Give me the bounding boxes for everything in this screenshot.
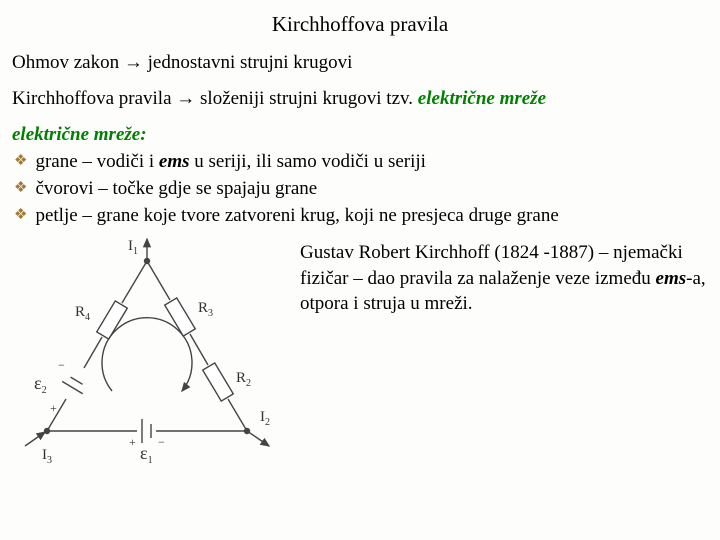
list-item: ❖ grane – vodiči i ems u seriji, ili sam…: [12, 149, 708, 175]
svg-text:ε2: ε2: [34, 373, 47, 396]
svg-text:R4: R4: [75, 304, 90, 323]
section-header: električne mreže:: [12, 122, 708, 148]
svg-text:I3: I3: [42, 447, 52, 466]
text: čvorovi – točke gdje se spajaju grane: [35, 176, 317, 202]
bullet-icon: ❖: [14, 149, 27, 173]
svg-text:I2: I2: [260, 409, 270, 428]
line-ohm: Ohmov zakon → jednostavni strujni krugov…: [12, 50, 708, 76]
lower-row: I1 I2 I3 R4 R3 R2 ε2 ε1 − + + − Gustav R…: [12, 236, 708, 466]
ems-term: ems: [159, 151, 190, 172]
page-title: Kirchhoffova pravila: [12, 10, 708, 38]
ems-term: ems: [656, 268, 687, 289]
svg-text:−: −: [158, 435, 165, 449]
list-item: ❖ petlje – grane koje tvore zatvoreni kr…: [12, 203, 708, 229]
bio-text: Gustav Robert Kirchhoff (1824 -1887) – n…: [300, 236, 708, 466]
line-kirchhoff: Kirchhoffova pravila → složeniji strujni…: [12, 86, 708, 112]
text: složeniji strujni krugovi tzv.: [195, 88, 418, 109]
circuit-diagram: I1 I2 I3 R4 R3 R2 ε2 ε1 − + + −: [12, 236, 282, 466]
section-title: električne mreže:: [12, 124, 147, 145]
emphasis: električne mreže: [418, 88, 546, 109]
svg-text:I1: I1: [128, 238, 138, 257]
list-item: ❖ čvorovi – točke gdje se spajaju grane: [12, 176, 708, 202]
bullet-list: ❖ grane – vodiči i ems u seriji, ili sam…: [12, 149, 708, 228]
text: grane – vodiči i: [35, 151, 158, 172]
svg-text:−: −: [58, 358, 65, 372]
arrow-icon: →: [176, 88, 195, 109]
arrow-icon: →: [124, 52, 143, 73]
text: Ohmov zakon: [12, 52, 124, 73]
bullet-icon: ❖: [14, 203, 27, 227]
svg-text:+: +: [129, 435, 136, 449]
svg-text:+: +: [50, 401, 57, 415]
text: u seriji, ili samo vodiči u seriji: [190, 151, 426, 172]
text: Gustav Robert Kirchhoff (1824 -1887) – n…: [300, 242, 683, 289]
text: jednostavni strujni krugovi: [143, 52, 353, 73]
text: petlje – grane koje tvore zatvoreni krug…: [35, 203, 558, 229]
svg-text:ε1: ε1: [140, 443, 153, 466]
text: Kirchhoffova pravila: [12, 88, 176, 109]
svg-text:R3: R3: [198, 300, 213, 319]
svg-text:R2: R2: [236, 370, 251, 389]
bullet-icon: ❖: [14, 176, 27, 200]
text: grane – vodiči i ems u seriji, ili samo …: [35, 149, 426, 175]
